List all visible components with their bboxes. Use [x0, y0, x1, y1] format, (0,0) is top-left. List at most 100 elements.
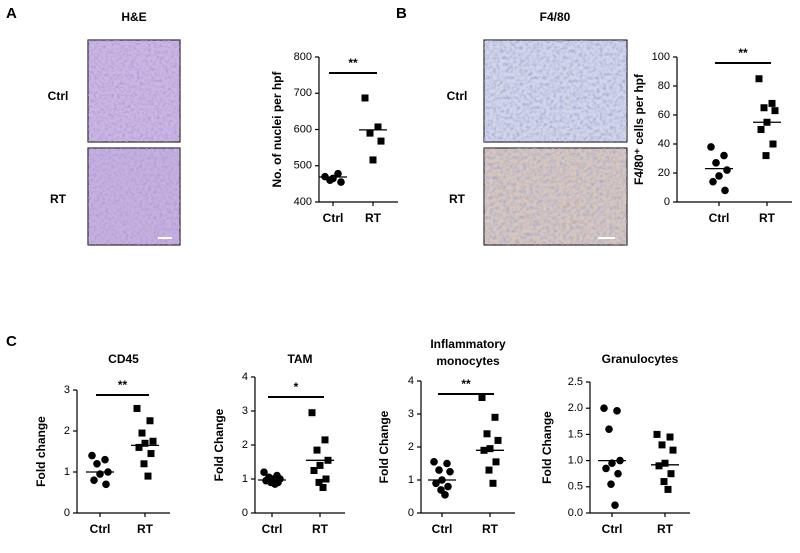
y-tick-label: 2 — [242, 439, 248, 451]
x-tick-label: RT — [657, 522, 674, 536]
y-axis-label: Fold Change — [540, 411, 554, 484]
point — [760, 104, 768, 112]
point — [721, 186, 729, 195]
point — [138, 429, 146, 437]
point — [432, 479, 440, 488]
point — [494, 436, 502, 444]
point — [149, 437, 157, 445]
x-tick-label: Ctrl — [323, 211, 344, 225]
point — [315, 478, 323, 486]
point — [707, 143, 715, 151]
point — [88, 451, 96, 460]
chart-title: Granulocytes — [602, 352, 679, 366]
row-label: Ctrl — [48, 89, 69, 103]
significance: ** — [738, 46, 748, 60]
point — [605, 425, 613, 433]
point — [655, 462, 663, 470]
x-tick-label: RT — [759, 211, 776, 225]
y-tick-label: 0 — [664, 196, 670, 208]
point — [443, 459, 451, 468]
point — [271, 480, 279, 488]
y-tick-label: 3 — [64, 384, 70, 396]
y-tick-label: 400 — [294, 196, 312, 208]
chart-title: CD45 — [108, 352, 139, 366]
point — [308, 409, 316, 417]
point — [600, 404, 608, 413]
y-axis-label: Fold Change — [212, 408, 226, 481]
point — [146, 417, 154, 425]
x-tick-label: Ctrl — [90, 522, 111, 536]
point — [658, 441, 666, 449]
point — [485, 466, 493, 474]
microscopy-images — [87, 39, 628, 246]
y-axis-label: No. of nuclei per hpf — [270, 70, 284, 187]
y-tick-label: 100 — [652, 51, 670, 63]
y-tick-label: 0.0 — [568, 507, 583, 519]
point — [755, 75, 763, 83]
x-tick-label: RT — [312, 522, 329, 536]
y-tick-label: 500 — [294, 160, 312, 172]
point — [377, 137, 385, 145]
y-tick-label: 1.0 — [568, 455, 583, 467]
y-tick-label: 40 — [658, 138, 670, 150]
point — [660, 478, 668, 486]
point — [664, 485, 672, 493]
point — [712, 159, 720, 167]
panel-letter: A — [6, 5, 17, 22]
y-tick-label: 800 — [294, 51, 312, 63]
panel-letter: B — [396, 5, 407, 22]
point — [491, 413, 499, 421]
y-tick-label: 0 — [64, 507, 70, 519]
y-tick-label: 3 — [242, 405, 248, 417]
y-tick-label: 1 — [242, 473, 248, 485]
point — [102, 480, 110, 489]
point — [614, 469, 622, 478]
point — [321, 436, 329, 444]
y-tick-label: 1.5 — [568, 428, 583, 440]
y-tick-label: 2.0 — [568, 402, 583, 414]
point — [313, 446, 321, 454]
row-label: RT — [449, 192, 466, 206]
point — [322, 475, 330, 483]
point — [771, 107, 779, 115]
chart-title: Inflammatory — [430, 337, 506, 351]
point — [669, 446, 677, 454]
row-label: Ctrl — [447, 89, 468, 103]
chart-title: TAM — [287, 352, 312, 366]
y-axis-label: F4/80⁺ cells per hpf — [632, 73, 646, 185]
point — [661, 459, 669, 467]
y-tick-label: 4 — [408, 375, 414, 387]
point — [361, 94, 369, 102]
significance: ** — [348, 56, 358, 70]
y-tick-label: 1 — [408, 474, 414, 486]
panel-letter: C — [6, 333, 17, 350]
point — [608, 459, 616, 468]
y-tick-label: 1 — [64, 466, 70, 478]
point — [144, 472, 152, 480]
point — [140, 460, 148, 468]
point — [602, 464, 610, 473]
point — [720, 151, 728, 160]
row-label: RT — [50, 192, 67, 206]
point — [93, 460, 101, 468]
y-tick-label: 0.5 — [568, 481, 583, 493]
point — [768, 99, 776, 107]
x-tick-label: RT — [482, 522, 499, 536]
y-tick-label: 3 — [408, 408, 414, 420]
point — [435, 466, 443, 474]
point — [316, 461, 324, 469]
point — [492, 458, 500, 466]
y-tick-label: 2 — [64, 425, 70, 437]
point — [374, 123, 382, 131]
significance: ** — [118, 378, 128, 392]
point — [486, 445, 494, 453]
x-tick-label: Ctrl — [709, 211, 730, 225]
y-tick-label: 700 — [294, 87, 312, 99]
y-tick-label: 4 — [242, 371, 248, 383]
y-axis-label: Fold Change — [377, 410, 391, 483]
y-tick-label: 60 — [658, 109, 670, 121]
point — [489, 479, 497, 487]
point — [446, 467, 454, 476]
point — [613, 407, 621, 415]
